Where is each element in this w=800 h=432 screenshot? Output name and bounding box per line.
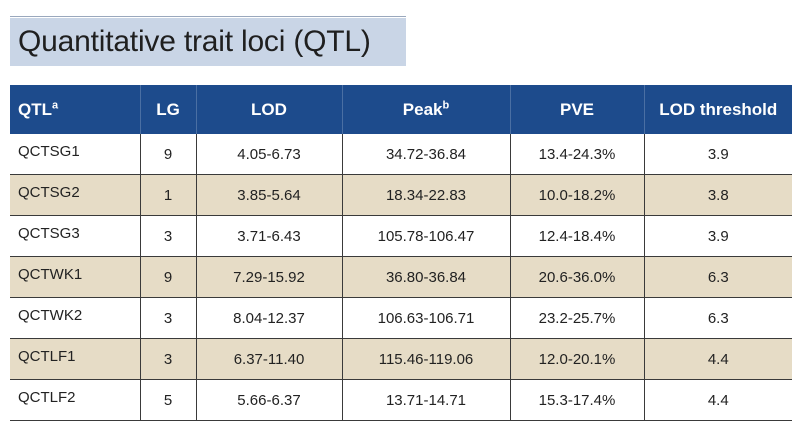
header-pve: PVE: [510, 85, 645, 134]
cell-qtl: QCTLF2: [10, 379, 141, 421]
table-row: QCTWK2 3 8.04-12.37 106.63-106.71 23.2-2…: [10, 297, 792, 339]
cell-lod: 8.04-12.37: [196, 297, 343, 339]
cell-lod-threshold: 3.9: [644, 134, 792, 175]
cell-qtl: QCTSG3: [10, 215, 141, 257]
cell-lg: 3: [140, 215, 197, 257]
cell-pve: 10.0-18.2%: [510, 174, 645, 216]
cell-peak: 105.78-106.47: [342, 215, 511, 257]
cell-pve: 15.3-17.4%: [510, 379, 645, 421]
cell-lod: 3.85-5.64: [196, 174, 343, 216]
cell-pve: 12.4-18.4%: [510, 215, 645, 257]
cell-qtl: QCTSG1: [10, 134, 141, 175]
page-title: Quantitative trait loci (QTL): [18, 25, 371, 58]
cell-lg: 9: [140, 134, 197, 175]
cell-lg: 5: [140, 379, 197, 421]
cell-lod-threshold: 6.3: [644, 297, 792, 339]
cell-lod: 5.66-6.37: [196, 379, 343, 421]
table-row: QCTWK1 9 7.29-15.92 36.80-36.84 20.6-36.…: [10, 256, 792, 298]
table-row: QCTLF1 3 6.37-11.40 115.46-119.06 12.0-2…: [10, 338, 792, 380]
header-lod-threshold: LOD threshold: [644, 85, 792, 134]
cell-qtl: QCTSG2: [10, 174, 141, 216]
cell-pve: 20.6-36.0%: [510, 256, 645, 298]
cell-peak: 115.46-119.06: [342, 338, 511, 380]
cell-lod-threshold: 6.3: [644, 256, 792, 298]
cell-lod-threshold: 4.4: [644, 379, 792, 421]
table-row: QCTSG3 3 3.71-6.43 105.78-106.47 12.4-18…: [10, 215, 792, 257]
table-row: QCTLF2 5 5.66-6.37 13.71-14.71 15.3-17.4…: [10, 379, 792, 421]
cell-qtl: QCTWK2: [10, 297, 141, 339]
cell-qtl: QCTLF1: [10, 338, 141, 380]
header-lg: LG: [140, 85, 197, 134]
cell-qtl: QCTWK1: [10, 256, 141, 298]
cell-peak: 18.34-22.83: [342, 174, 511, 216]
cell-lod-threshold: 3.9: [644, 215, 792, 257]
title-rule: [10, 16, 406, 17]
header-lod: LOD: [196, 85, 343, 134]
cell-lg: 3: [140, 338, 197, 380]
table-row: QCTSG1 9 4.05-6.73 34.72-36.84 13.4-24.3…: [10, 134, 792, 175]
cell-peak: 34.72-36.84: [342, 134, 511, 175]
qtl-table: QTLa LG LOD Peakb PVE LOD threshold QCTS…: [10, 85, 792, 421]
cell-pve: 12.0-20.1%: [510, 338, 645, 380]
cell-pve: 13.4-24.3%: [510, 134, 645, 175]
cell-lod: 4.05-6.73: [196, 134, 343, 175]
cell-lg: 3: [140, 297, 197, 339]
cell-lod: 7.29-15.92: [196, 256, 343, 298]
header-qtl: QTLa: [10, 85, 141, 134]
cell-lod-threshold: 3.8: [644, 174, 792, 216]
cell-peak: 36.80-36.84: [342, 256, 511, 298]
table-row: QCTSG2 1 3.85-5.64 18.34-22.83 10.0-18.2…: [10, 174, 792, 216]
cell-lod: 6.37-11.40: [196, 338, 343, 380]
cell-lod-threshold: 4.4: [644, 338, 792, 380]
cell-lg: 1: [140, 174, 197, 216]
cell-peak: 106.63-106.71: [342, 297, 511, 339]
table-header-row: QTLa LG LOD Peakb PVE LOD threshold: [10, 85, 792, 134]
cell-peak: 13.71-14.71: [342, 379, 511, 421]
cell-lod: 3.71-6.43: [196, 215, 343, 257]
header-peak: Peakb: [342, 85, 511, 134]
title-banner: Quantitative trait loci (QTL): [10, 18, 406, 66]
cell-pve: 23.2-25.7%: [510, 297, 645, 339]
cell-lg: 9: [140, 256, 197, 298]
